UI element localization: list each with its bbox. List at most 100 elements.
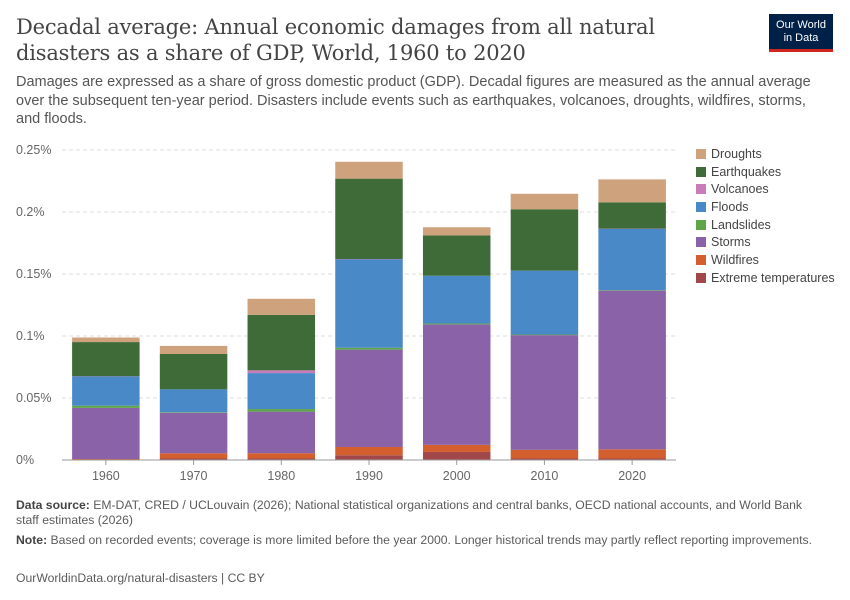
data-source: Data source: EM-DAT, CRED / UCLouvain (2… (16, 498, 826, 528)
y-tick-label: 0.15% (16, 267, 51, 281)
bar-segment[interactable] (247, 458, 316, 460)
bar-segment[interactable] (510, 449, 579, 459)
bar-segment[interactable] (335, 347, 403, 350)
legend-label: Extreme temperatures (711, 270, 835, 285)
logo-line-2: in Data (783, 32, 819, 44)
bar-segment[interactable] (598, 290, 666, 450)
y-tick-label: 0.25% (16, 143, 51, 157)
legend-item[interactable]: Floods (696, 198, 835, 216)
bar-segment[interactable] (422, 324, 491, 445)
legend-item[interactable]: Extreme temperatures (696, 269, 835, 287)
chart-subtitle: Damages are expressed as a share of gros… (16, 74, 811, 127)
bar-segment[interactable] (598, 202, 666, 229)
x-tick-label: 1990 (355, 469, 383, 483)
x-tick-label: 2020 (618, 469, 646, 483)
data-source-text: EM-DAT, CRED / UCLouvain (2026); Nationa… (16, 498, 803, 527)
y-tick-label: 0.2% (16, 205, 45, 219)
legend-label: Droughts (711, 146, 762, 161)
bar-segment[interactable] (72, 407, 140, 460)
bar-segment[interactable] (247, 373, 316, 410)
x-tick-label: 2000 (443, 469, 471, 483)
bar-segment[interactable] (335, 446, 403, 456)
bar-segment[interactable] (72, 405, 140, 408)
source-url[interactable]: OurWorldinData.org/natural-disasters | C… (16, 571, 265, 585)
bar-segment[interactable] (335, 259, 403, 348)
legend-label: Volcanoes (711, 182, 769, 197)
bar-segment[interactable] (422, 451, 491, 460)
bar-segment[interactable] (335, 178, 403, 259)
legend-item[interactable]: Storms (696, 233, 835, 251)
bar-segment[interactable] (422, 235, 491, 276)
bar-segment[interactable] (510, 334, 579, 336)
legend-label: Wildfires (711, 252, 759, 267)
legend-swatch (696, 184, 706, 195)
note-text: Based on recorded events; coverage is mo… (50, 533, 812, 547)
legend-item[interactable]: Landslides (696, 216, 835, 234)
chart-note: Note: Based on recorded events; coverage… (16, 533, 826, 548)
chart-title: Decadal average: Annual economic damages… (16, 15, 655, 65)
legend-swatch (696, 272, 706, 283)
bars (72, 161, 666, 460)
bar-segment[interactable] (247, 298, 316, 315)
chart-legend: Droughts Earthquakes Volcanoes Floods Landsl… (696, 145, 835, 287)
bar-segment[interactable] (422, 323, 491, 325)
bar-segment[interactable] (72, 342, 140, 377)
bar-segment[interactable] (598, 179, 666, 203)
legend-label: Earthquakes (711, 164, 782, 179)
y-tick-label: 0.1% (16, 329, 45, 343)
bar-segment[interactable] (247, 314, 316, 371)
legend-swatch (696, 166, 706, 177)
data-source-label: Data source: (16, 498, 90, 512)
bar-segment[interactable] (247, 370, 316, 374)
y-tick-label: 0.05% (16, 391, 51, 405)
bar-segment[interactable] (159, 412, 228, 413)
bar-segment[interactable] (335, 455, 403, 460)
x-tick-label: 1970 (180, 469, 208, 483)
bar-segment[interactable] (510, 209, 579, 271)
x-tick-label: 2010 (531, 469, 559, 483)
legend-label: Storms (711, 235, 751, 250)
legend-item[interactable]: Volcanoes (696, 180, 835, 198)
bar-segment[interactable] (247, 409, 316, 412)
bar-segment[interactable] (335, 161, 403, 179)
legend-swatch (696, 254, 706, 265)
bar-segment[interactable] (335, 349, 403, 447)
x-tick-label: 1960 (92, 469, 120, 483)
bar-segment[interactable] (598, 458, 666, 460)
legend-swatch (696, 148, 706, 159)
bar-segment[interactable] (72, 376, 140, 406)
legend-item[interactable]: Wildfires (696, 251, 835, 269)
legend-swatch (696, 201, 706, 212)
x-tick-label: 1980 (267, 469, 295, 483)
bar-segment[interactable] (510, 193, 579, 210)
legend-item[interactable]: Earthquakes (696, 163, 835, 181)
bar-segment[interactable] (159, 353, 228, 390)
bar-segment[interactable] (159, 412, 228, 454)
bar-segment[interactable] (247, 453, 316, 459)
y-tick-label: 0% (16, 453, 34, 467)
bar-segment[interactable] (510, 458, 579, 460)
legend-swatch (696, 237, 706, 248)
legend-swatch (696, 219, 706, 230)
stacked-bar-chart: 0% 0.05% 0.1% 0.15% 0.2% 0.25% 1960 1970 1980 199… (16, 143, 676, 483)
bar-segment[interactable] (422, 227, 491, 236)
legend-item[interactable]: Droughts (696, 145, 835, 163)
axes: 0% 0.05% 0.1% 0.15% 0.2% 0.25% 1960 1970 1980 199… (16, 143, 676, 483)
bar-segment[interactable] (247, 411, 316, 454)
note-label: Note: (16, 533, 48, 547)
bar-segment[interactable] (422, 444, 491, 452)
bar-segment[interactable] (422, 275, 491, 324)
bar-segment[interactable] (159, 345, 228, 354)
bar-segment[interactable] (159, 453, 228, 459)
bar-segment[interactable] (72, 337, 140, 343)
legend-label: Landslides (711, 217, 771, 232)
bar-segment[interactable] (598, 449, 666, 459)
logo-line-1: Our World (776, 19, 826, 31)
bar-segment[interactable] (510, 270, 579, 335)
owid-logo[interactable]: Our World in Data (769, 14, 833, 52)
bar-segment[interactable] (159, 458, 228, 460)
bar-segment[interactable] (598, 228, 666, 291)
bar-segment[interactable] (159, 389, 228, 413)
bar-segment[interactable] (510, 335, 579, 450)
legend-label: Floods (711, 199, 749, 214)
